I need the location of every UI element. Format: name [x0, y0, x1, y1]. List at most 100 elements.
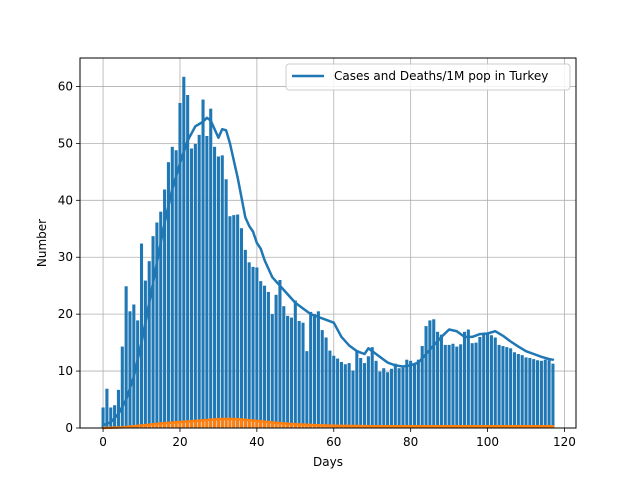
bar-s0-101: [489, 335, 493, 428]
bar-s0-0: [101, 407, 105, 428]
plot-frame: [79, 57, 577, 429]
bar-s1-17: [166, 422, 170, 428]
bar-s0-15: [159, 211, 163, 428]
bar-s1-57: [320, 425, 324, 428]
y-tick-label-3: 30: [58, 250, 73, 264]
bar-s0-106: [509, 348, 513, 428]
bar-s0-39: [251, 266, 255, 428]
bar-s0-58: [324, 337, 328, 428]
series-lines: [101, 116, 555, 430]
bar-s0-98: [478, 336, 482, 428]
bar-s0-21: [182, 76, 186, 429]
bar-s1-59: [328, 425, 332, 428]
bar-s0-6: [124, 286, 128, 428]
bar-s1-51: [297, 424, 301, 428]
bar-s0-5: [120, 346, 124, 428]
bar-s1-21: [182, 421, 186, 428]
bar-s1-13: [151, 424, 155, 428]
bar-s0-26: [201, 99, 205, 429]
bar-s0-115: [543, 359, 547, 428]
bar-s0-19: [174, 150, 178, 428]
bar-s1-40: [255, 420, 259, 428]
bar-s1-46: [278, 423, 282, 428]
bar-s0-109: [520, 355, 524, 428]
y-tick-label-1: 10: [58, 364, 73, 378]
bar-s1-25: [197, 420, 201, 428]
bar-s0-10: [139, 243, 144, 428]
bar-s1-15: [159, 423, 163, 428]
bar-s0-38: [247, 262, 251, 428]
bar-s0-95: [466, 329, 470, 428]
x-tick-label-3: 60: [326, 435, 341, 449]
bar-s0-105: [505, 347, 509, 428]
bar-s0-45: [274, 294, 278, 428]
bar-s0-24: [193, 143, 197, 428]
bar-s1-30: [216, 419, 220, 428]
bar-s0-108: [516, 354, 520, 428]
bar-s0-88: [439, 334, 443, 428]
bar-s1-63: [343, 426, 347, 428]
bar-s0-72: [378, 371, 382, 428]
bar-s1-29: [213, 419, 217, 428]
bar-s0-103: [497, 344, 501, 428]
bar-s1-9: [136, 426, 140, 428]
bar-s0-113: [536, 360, 540, 428]
bar-s0-70: [370, 347, 374, 428]
bar-s1-28: [209, 419, 213, 428]
y-axis-label: Number: [35, 219, 49, 267]
bar-s0-44: [270, 314, 274, 428]
bar-s0-107: [512, 352, 517, 428]
bar-s1-23: [189, 421, 194, 428]
bar-s1-58: [324, 425, 328, 428]
bar-s0-78: [401, 367, 405, 428]
bar-s0-86: [432, 319, 436, 428]
bar-s0-57: [320, 330, 324, 428]
bar-s1-49: [289, 424, 294, 428]
bar-s0-13: [151, 236, 155, 428]
bar-s1-44: [270, 422, 274, 428]
bar-s1-10: [139, 426, 144, 428]
bar-s1-50: [293, 424, 297, 428]
x-tick-label-2: 40: [249, 435, 264, 449]
bar-s0-64: [347, 363, 351, 428]
bar-s0-66: [355, 350, 359, 428]
bar-s1-45: [274, 422, 278, 428]
bar-s0-61: [336, 358, 340, 428]
bar-s0-89: [443, 344, 447, 428]
y-tick-label-5: 50: [58, 136, 73, 150]
bar-s0-69: [366, 356, 370, 428]
bar-s0-18: [170, 146, 174, 429]
bar-s1-48: [286, 423, 290, 428]
bar-s0-22: [186, 95, 190, 428]
bar-s0-37: [243, 249, 247, 428]
bar-s0-11: [143, 280, 147, 428]
bar-s0-73: [382, 368, 386, 428]
bar-s0-56: [316, 311, 320, 428]
bar-s0-111: [528, 357, 532, 428]
bar-s0-43: [266, 291, 270, 428]
x-tick-label-4: 80: [403, 435, 418, 449]
x-tick-label-5: 100: [476, 435, 499, 449]
bar-s0-79: [405, 359, 409, 428]
bar-s0-30: [216, 156, 220, 428]
bar-s1-41: [259, 421, 263, 428]
y-tick-label-4: 40: [58, 193, 73, 207]
bar-s0-96: [470, 343, 474, 428]
bar-s0-84: [424, 326, 428, 428]
bar-s0-53: [305, 351, 309, 428]
bar-s0-74: [386, 372, 390, 428]
bar-s0-104: [501, 346, 505, 428]
bar-s0-51: [297, 320, 301, 428]
bar-s1-54: [309, 425, 313, 428]
bar-s0-42: [263, 285, 267, 428]
bar-s0-80: [409, 360, 413, 428]
bar-s0-55: [313, 314, 317, 428]
bar-s0-23: [189, 148, 194, 428]
bar-s0-83: [420, 346, 424, 428]
bar-s1-38: [247, 420, 251, 428]
bar-s1-36: [239, 419, 244, 428]
bar-s1-26: [201, 420, 205, 428]
bar-s1-19: [174, 422, 178, 428]
bar-s1-16: [163, 423, 167, 428]
